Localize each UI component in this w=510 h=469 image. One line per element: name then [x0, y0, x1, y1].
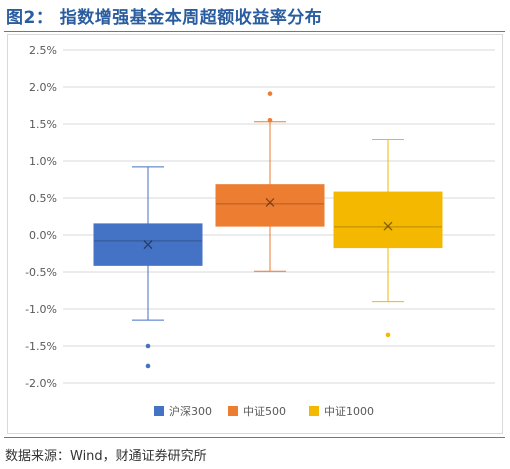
y-tick-label: 0.5%: [29, 192, 57, 205]
legend-swatch: [309, 406, 319, 416]
y-axis-ticks: 2.5% 2.0% 1.5% 1.0% 0.5% 0.0% -0.5% -1.0% -1.5% -…: [25, 44, 57, 390]
mean-marker: [383, 221, 393, 231]
chart-panel: 2.5% 2.0% 1.5% 1.0% 0.5% 0.0% -0.5% -1.0% -1.5% -…: [7, 34, 503, 434]
outlier-point: [267, 91, 273, 96]
figure-title: 图2： 指数增强基金本周超额收益率分布: [6, 8, 323, 28]
y-tick-label: 1.0%: [29, 155, 57, 168]
legend-swatch: [228, 406, 238, 416]
source-note: 数据来源：Wind，财通证券研究所: [5, 449, 207, 464]
outlier-point: [145, 343, 151, 349]
box-series-2: [215, 91, 325, 272]
y-tick-label: -1.0%: [25, 303, 57, 316]
box-iqr: [215, 184, 325, 227]
legend-label: 中证500: [243, 405, 286, 418]
outlier-point: [385, 332, 391, 338]
box-iqr: [333, 191, 443, 249]
title-rule: [4, 31, 505, 32]
y-tick-label: 2.5%: [29, 44, 57, 57]
boxes: [93, 91, 443, 369]
legend-swatch: [154, 406, 164, 416]
y-tick-label: -1.5%: [25, 340, 57, 353]
y-tick-label: 1.5%: [29, 118, 57, 131]
legend-label: 中证1000: [324, 405, 374, 418]
y-tick-label: -2.0%: [25, 377, 57, 390]
y-tick-label: -0.5%: [25, 266, 57, 279]
mean-marker: [265, 197, 275, 207]
box-plot-chart: 2.5% 2.0% 1.5% 1.0% 0.5% 0.0% -0.5% -1.0% -1.5% -…: [25, 44, 495, 418]
y-tick-label: 2.0%: [29, 81, 57, 94]
outlier-point: [145, 363, 151, 369]
outlier-point: [267, 118, 273, 123]
legend-label: 沪深300: [169, 404, 212, 418]
source-rule: [4, 437, 505, 438]
box-series-3: [333, 139, 443, 338]
mean-marker: [143, 240, 153, 250]
box-iqr: [93, 223, 203, 266]
legend: 沪深300 中证500 中证1000: [154, 404, 374, 418]
box-series-1: [93, 166, 203, 369]
y-tick-label: 0.0%: [29, 229, 57, 242]
